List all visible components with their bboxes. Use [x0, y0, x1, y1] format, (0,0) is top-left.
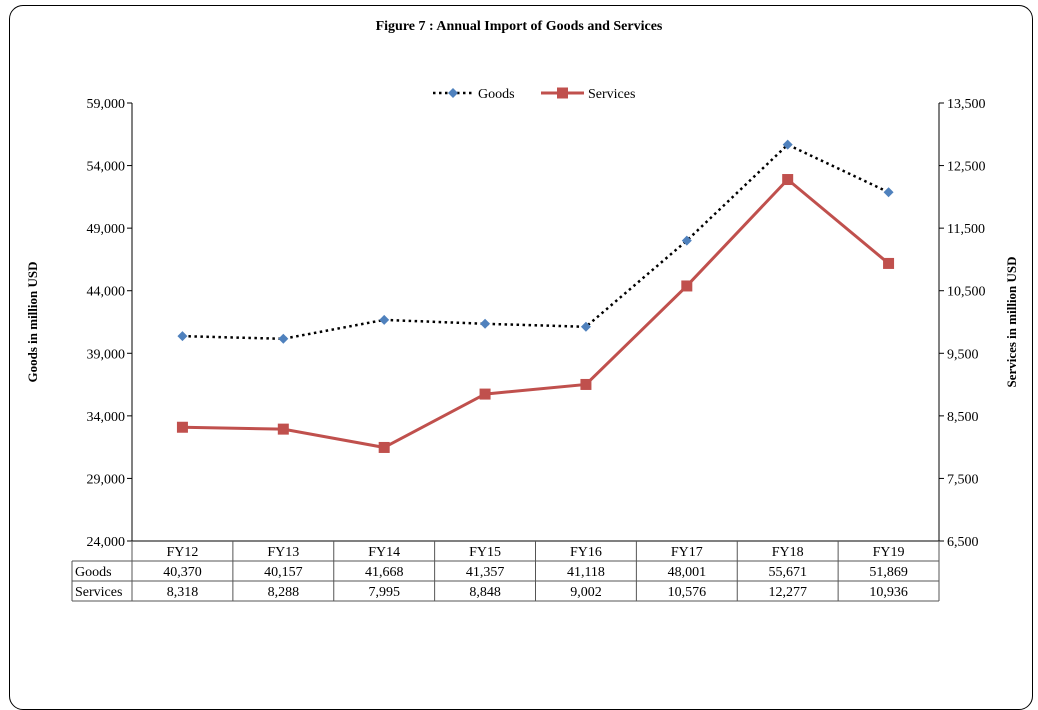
y-left-axis-title: Goods in million USD [25, 261, 40, 382]
y-right-tick-label: 11,500 [947, 222, 985, 237]
table-cell-value: 8,288 [268, 585, 300, 600]
y-left-tick-label: 54,000 [87, 160, 126, 175]
y-right-tick-label: 6,500 [947, 535, 979, 550]
table-cell-value: 40,157 [264, 565, 303, 580]
point-services [479, 388, 491, 400]
table-cell-value: 7,995 [368, 585, 400, 600]
y-right-tick-label: 13,500 [947, 97, 986, 112]
point-services [176, 421, 188, 433]
y-right-tick-label: 7,500 [947, 472, 979, 487]
x-tick-label: FY15 [469, 545, 501, 560]
y-right-tick-label: 10,500 [947, 285, 986, 300]
point-services [378, 441, 390, 453]
legend-services-marker [557, 87, 568, 99]
table-cell-value: 8,848 [469, 585, 501, 600]
point-goods [681, 235, 692, 246]
x-tick-label: FY14 [368, 545, 400, 560]
table-series-name: Services [75, 585, 122, 600]
x-tick-label: FY19 [873, 545, 905, 560]
series-line-services [182, 177, 890, 450]
y-left-tick-label: 29,000 [87, 472, 126, 487]
point-services [580, 378, 592, 390]
point-goods [278, 333, 289, 344]
table-cell-value: 12,277 [768, 585, 807, 600]
table-cell-value: 40,370 [163, 565, 202, 580]
point-services [277, 423, 289, 435]
point-goods [379, 314, 390, 325]
point-services [883, 257, 895, 269]
x-tick-label: FY12 [166, 545, 198, 560]
point-goods [782, 139, 793, 150]
table-cell-value: 48,001 [668, 565, 707, 580]
y-left-tick-label: 59,000 [87, 97, 126, 112]
point-goods [580, 321, 591, 332]
y-left-tick-label: 34,000 [87, 410, 126, 425]
y-left-tick-label: 49,000 [87, 222, 126, 237]
x-tick-label: FY13 [267, 545, 299, 560]
y-right-tick-label: 9,500 [947, 347, 979, 362]
x-tick-label: FY16 [570, 545, 602, 560]
y-right-tick-label: 12,500 [947, 160, 986, 175]
table-cell-value: 51,869 [869, 565, 908, 580]
x-tick-label: FY18 [772, 545, 804, 560]
table-cell-value: 41,668 [365, 565, 404, 580]
legend-services-label: Services [588, 87, 635, 102]
table-cell-value: 10,936 [869, 585, 908, 600]
point-services [681, 280, 693, 292]
y-right-axis-title: Services in million USD [1004, 256, 1019, 387]
table-cell-value: 41,357 [466, 565, 505, 580]
table-series-name: Goods [75, 565, 112, 580]
table-cell-value: 8,318 [167, 585, 199, 600]
y-right-tick-label: 8,500 [947, 410, 979, 425]
y-left-tick-label: 39,000 [87, 347, 126, 362]
table-cell-value: 10,576 [668, 585, 707, 600]
y-left-tick-label: 24,000 [87, 535, 126, 550]
point-services [782, 174, 794, 186]
point-goods [480, 318, 491, 329]
table-cell-value: 41,118 [567, 565, 605, 580]
chart-title: Figure 7 : Annual Import of Goods and Se… [375, 19, 663, 34]
table-cell-value: 55,671 [768, 565, 807, 580]
y-left-tick-label: 44,000 [87, 285, 126, 300]
point-goods [883, 187, 894, 198]
point-goods [177, 331, 188, 342]
x-tick-label: FY17 [671, 545, 703, 560]
table-cell-value: 9,002 [570, 585, 602, 600]
series-line-goods [182, 143, 890, 341]
legend-goods-label: Goods [478, 87, 515, 102]
legend-goods-marker [448, 88, 458, 98]
